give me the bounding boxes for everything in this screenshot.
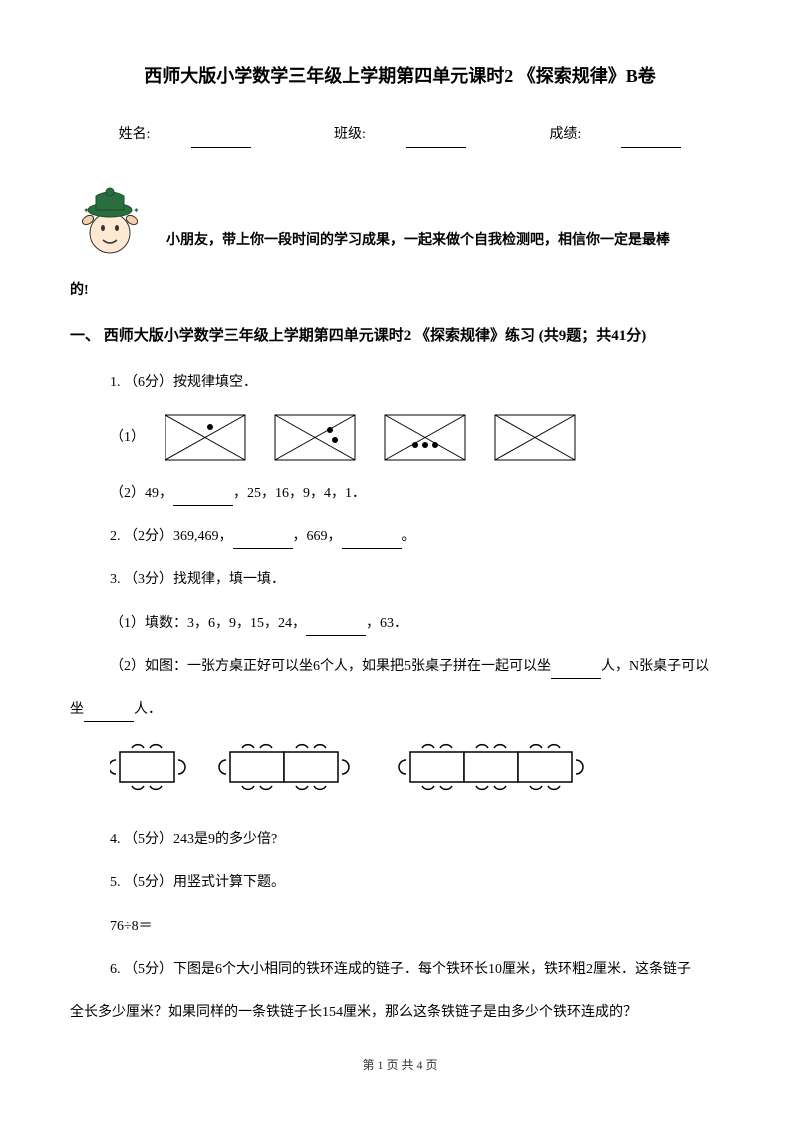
svg-text:✦: ✦ [83,206,90,215]
pattern-boxes-icon [165,413,595,463]
q3-sub1: （1）填数：3，6，9，15，24，，63． [70,611,730,636]
table-seating-diagram [70,740,730,809]
question-3: 3. （3分）找规律，填一填． [70,567,730,592]
q1-sub2: （2）49，，25，16，9，4，1． [70,481,730,506]
worksheet-title: 西师大版小学数学三年级上学期第四单元课时2 《探索规律》B卷 [70,60,730,92]
question-6-cont: 全长多少厘米？如果同样的一条铁链子长154厘米，那么这条铁链子是由多少个铁环连成… [70,1000,730,1025]
question-4: 4. （5分）243是9的多少倍? [70,827,730,852]
name-label: 姓名: [99,127,271,142]
svg-text:✦: ✦ [133,206,140,215]
intro-text-line1: 小朋友，带上你一段时间的学习成果，一起来做个自我检测吧，相信你一定是最棒 [166,178,730,253]
intro-block: ✦ ✦ 小朋友，带上你一段时间的学习成果，一起来做个自我检测吧，相信你一定是最棒 [70,178,730,258]
q3-sub2: （2）如图：一张方桌正好可以坐6个人，如果把5张桌子拼在一起可以坐人，N张桌子可… [70,654,730,679]
question-6: 6. （5分）下图是6个大小相同的铁环连成的链子．每个铁环长10厘米，铁环粗2厘… [70,957,730,982]
q5-expression: 76÷8＝ [70,914,730,939]
score-label: 成绩: [529,127,701,142]
section-header: 一、 西师大版小学数学三年级上学期第四单元课时2 《探索规律》练习 (共9题；共… [70,323,730,350]
intro-text-line2: 的! [70,278,730,303]
q1-sub1-label: （1） [110,425,145,450]
question-1: 1. （6分）按规律填空． [70,370,730,395]
question-5: 5. （5分）用竖式计算下题。 [70,870,730,895]
question-2: 2. （2分）369,469，，669，。 [70,524,730,549]
q3-sub2-cont: 坐人． [70,697,730,722]
mascot-icon: ✦ ✦ [70,178,150,258]
page-footer: 第 1 页 共 4 页 [70,1055,730,1077]
q1-sub1-diagram: （1） [70,413,730,463]
class-label: 班级: [314,127,486,142]
student-info-line: 姓名: 班级: 成绩: [70,122,730,147]
